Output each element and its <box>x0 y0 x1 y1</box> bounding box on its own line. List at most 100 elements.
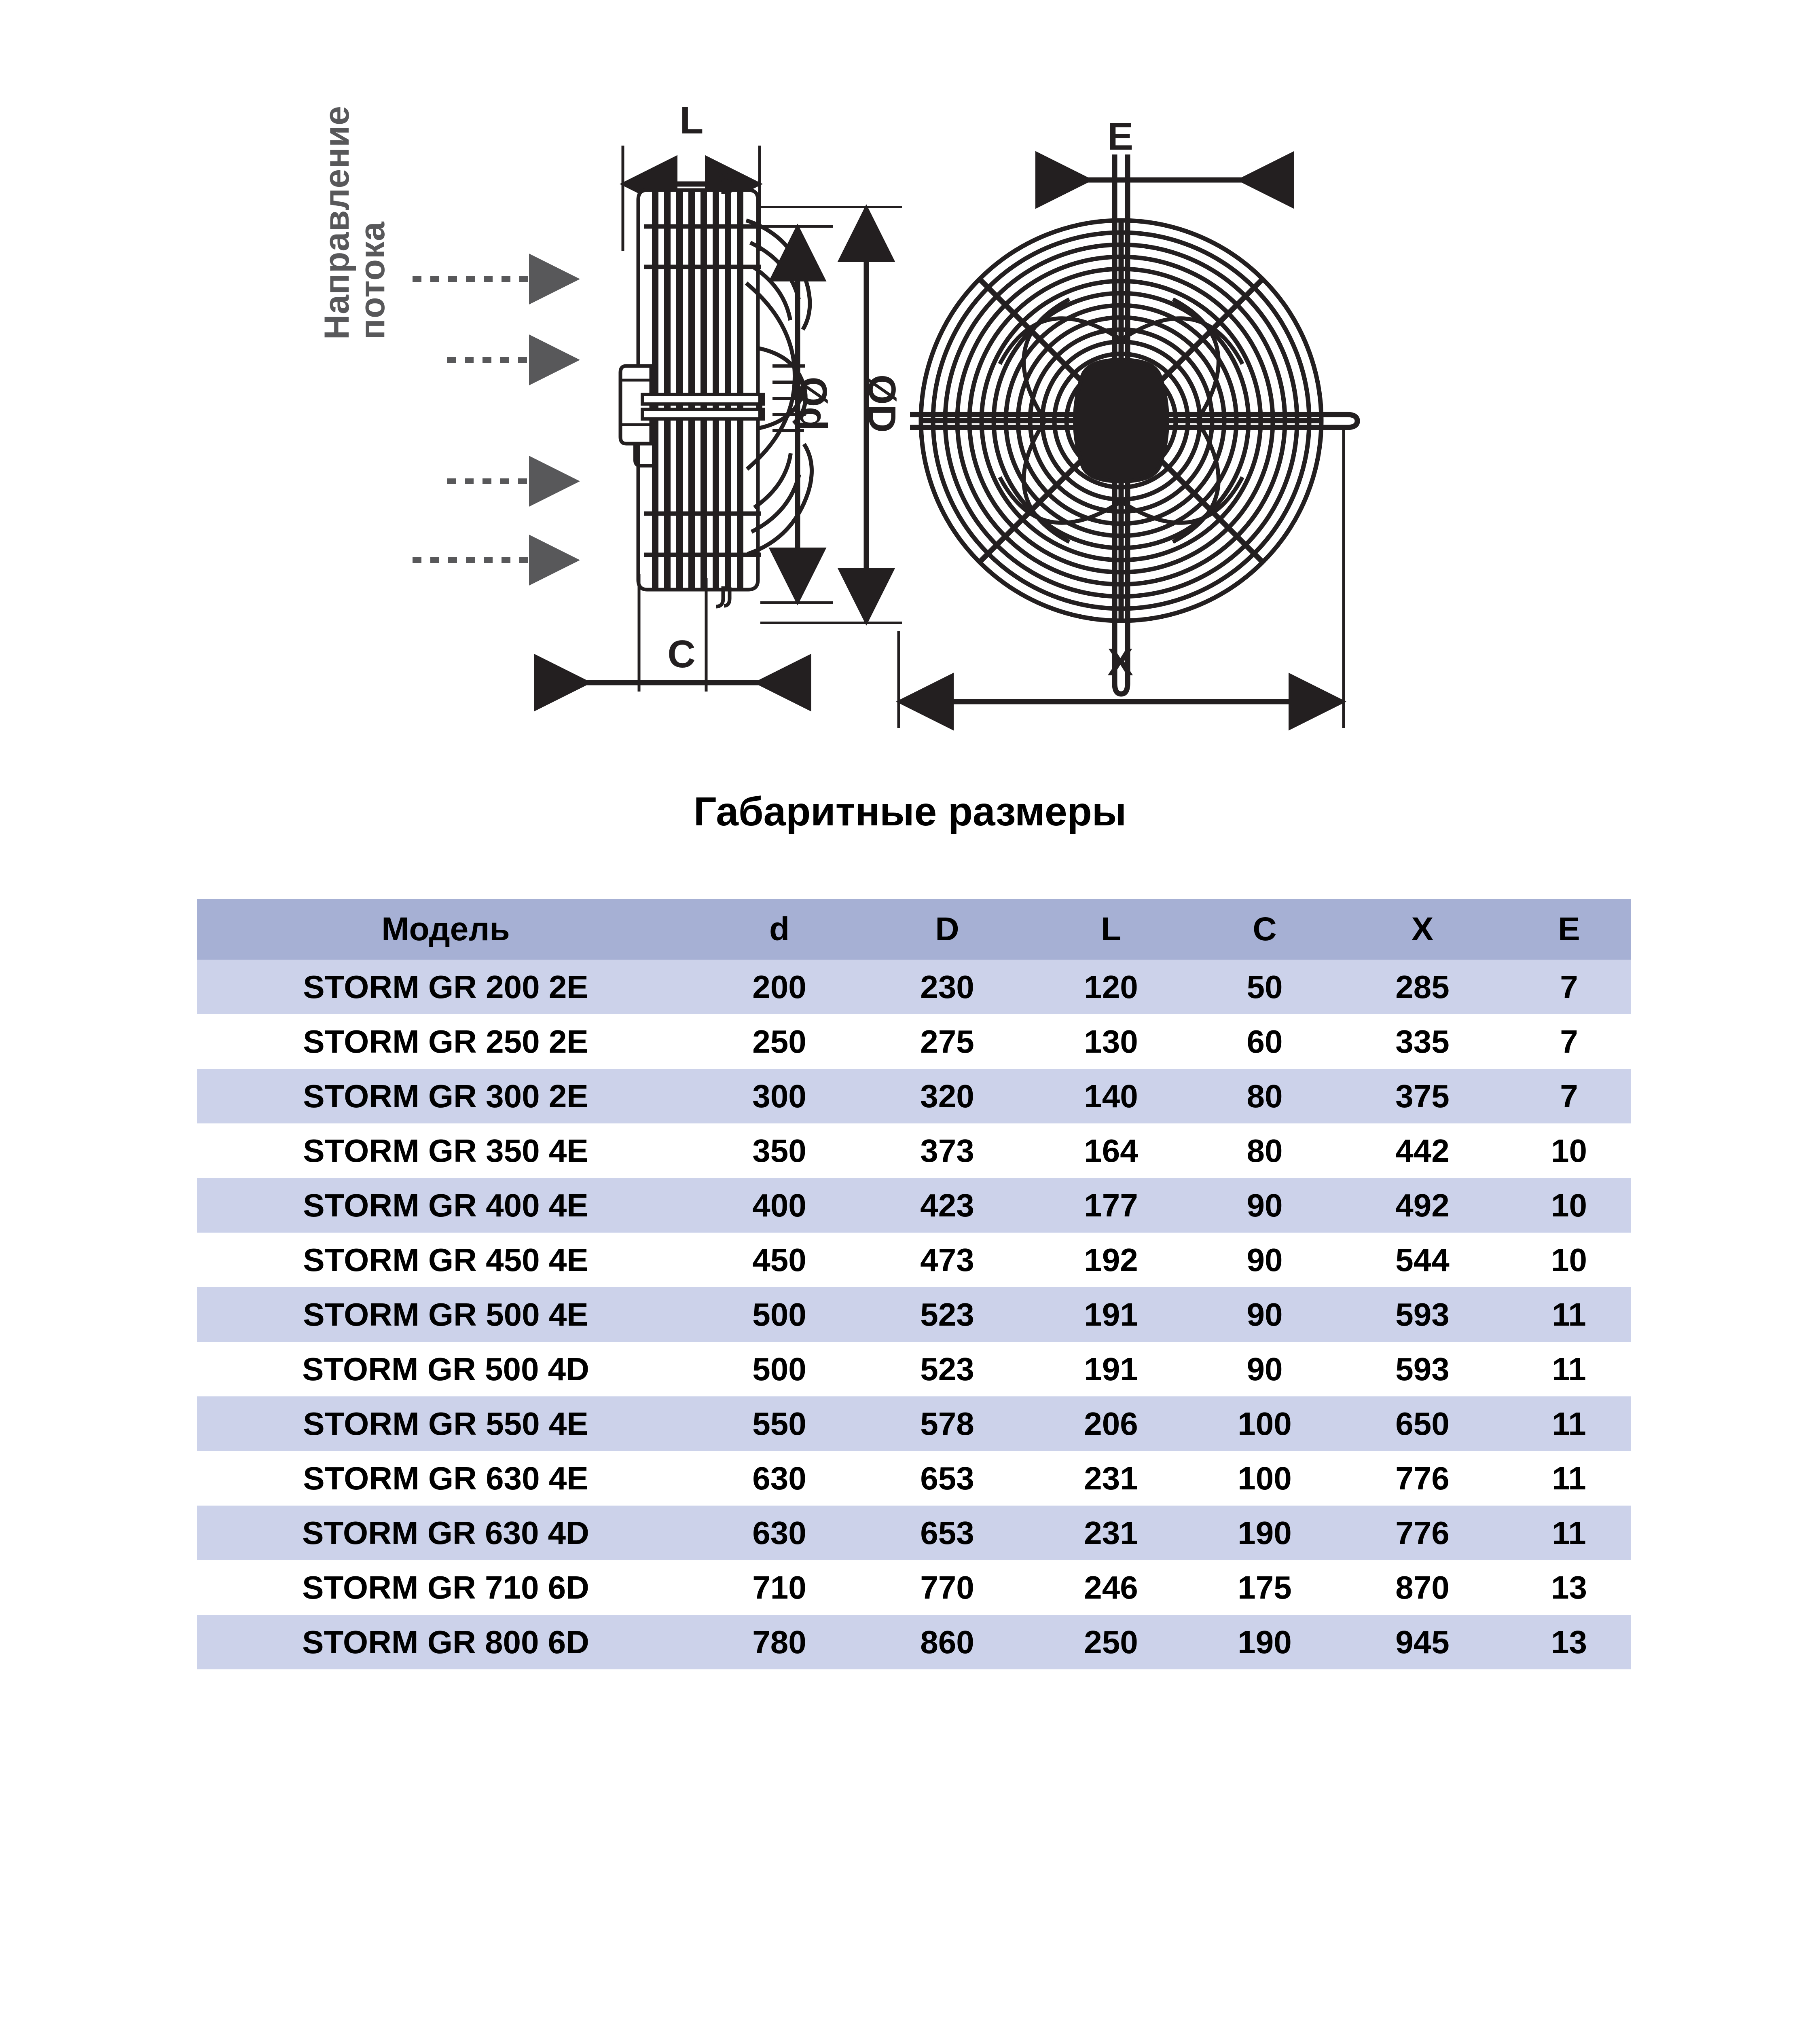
page-title: Габаритные размеры <box>693 789 1127 834</box>
cell-L: 140 <box>1030 1069 1192 1123</box>
cell-d: 200 <box>694 960 864 1014</box>
cell-d: 250 <box>694 1014 864 1069</box>
dimension-label-D: ØD <box>860 374 904 433</box>
fan-hub <box>1073 357 1170 484</box>
cell-d: 350 <box>694 1123 864 1178</box>
cell-D: 473 <box>864 1233 1030 1287</box>
cell-X: 285 <box>1337 960 1507 1014</box>
cell-E: 10 <box>1507 1178 1631 1233</box>
cell-C: 190 <box>1192 1506 1337 1560</box>
cell-E: 7 <box>1507 1014 1631 1069</box>
cell-model: STORM GR 350 4E <box>197 1123 694 1178</box>
cell-model: STORM GR 200 2E <box>197 960 694 1014</box>
column-header-L: L <box>1030 899 1192 960</box>
cell-d: 500 <box>694 1342 864 1396</box>
cell-X: 375 <box>1337 1069 1507 1123</box>
column-header-D: D <box>864 899 1030 960</box>
cell-E: 11 <box>1507 1451 1631 1506</box>
dimension-C <box>534 574 811 712</box>
cell-model: STORM GR 500 4D <box>197 1342 694 1396</box>
cell-E: 10 <box>1507 1123 1631 1178</box>
table-row: STORM GR 250 2E 250 275 130 60 335 7 <box>197 1014 1631 1069</box>
column-header-C: C <box>1192 899 1337 960</box>
cell-L: 250 <box>1030 1615 1192 1669</box>
cell-D: 230 <box>864 960 1030 1014</box>
table-row: STORM GR 500 4E 500 523 191 90 593 11 <box>197 1287 1631 1342</box>
cell-L: 164 <box>1030 1123 1192 1178</box>
fan-dimension-drawing <box>413 146 1360 731</box>
cell-X: 776 <box>1337 1451 1507 1506</box>
table-row: STORM GR 300 2E 300 320 140 80 375 7 <box>197 1069 1631 1123</box>
cell-model: STORM GR 400 4E <box>197 1178 694 1233</box>
cell-E: 11 <box>1507 1396 1631 1451</box>
cell-L: 231 <box>1030 1451 1192 1506</box>
cell-L: 231 <box>1030 1506 1192 1560</box>
cell-model: STORM GR 630 4E <box>197 1451 694 1506</box>
cell-C: 100 <box>1192 1451 1337 1506</box>
cell-C: 50 <box>1192 960 1337 1014</box>
dimension-label-C: C <box>667 632 696 676</box>
column-header-X: X <box>1337 899 1507 960</box>
dimensions-table-container: Модель d D L C X E STORM GR 200 2E 200 230… <box>197 899 1631 1669</box>
cell-d: 300 <box>694 1069 864 1123</box>
table-row: STORM GR 630 4D 630 653 231 190 776 11 <box>197 1506 1631 1560</box>
dimension-label-L: L <box>679 99 704 142</box>
cell-L: 192 <box>1030 1233 1192 1287</box>
cell-E: 13 <box>1507 1615 1631 1669</box>
cell-C: 100 <box>1192 1396 1337 1451</box>
cell-d: 780 <box>694 1615 864 1669</box>
cell-model: STORM GR 500 4E <box>197 1287 694 1342</box>
fan-housing <box>636 188 761 592</box>
table-row: STORM GR 800 6D 780 860 250 190 945 13 <box>197 1615 1631 1669</box>
column-header-model: Модель <box>197 899 694 960</box>
cell-model: STORM GR 800 6D <box>197 1615 694 1669</box>
cell-L: 130 <box>1030 1014 1192 1069</box>
cell-model: STORM GR 710 6D <box>197 1560 694 1615</box>
column-header-E: E <box>1507 899 1631 960</box>
cell-C: 175 <box>1192 1560 1337 1615</box>
cell-C: 90 <box>1192 1342 1337 1396</box>
cell-model: STORM GR 250 2E <box>197 1014 694 1069</box>
cell-X: 442 <box>1337 1123 1507 1178</box>
dimension-label-d: Ød <box>791 376 835 431</box>
cell-X: 650 <box>1337 1396 1507 1451</box>
cell-L: 191 <box>1030 1342 1192 1396</box>
cell-E: 11 <box>1507 1287 1631 1342</box>
cell-d: 450 <box>694 1233 864 1287</box>
side-view <box>534 146 902 712</box>
table-row: STORM GR 450 4E 450 473 192 90 544 10 <box>197 1233 1631 1287</box>
table-body: STORM GR 200 2E 200 230 120 50 285 7 STORM GR 2… <box>197 960 1631 1669</box>
cell-D: 373 <box>864 1123 1030 1178</box>
dimensions-table: Модель d D L C X E STORM GR 200 2E 200 230… <box>197 899 1631 1669</box>
table-row: STORM GR 500 4D 500 523 191 90 593 11 <box>197 1342 1631 1396</box>
cell-C: 90 <box>1192 1178 1337 1233</box>
cell-X: 776 <box>1337 1506 1507 1560</box>
cell-d: 630 <box>694 1451 864 1506</box>
table-row: STORM GR 400 4E 400 423 177 90 492 10 <box>197 1178 1631 1233</box>
cell-X: 870 <box>1337 1560 1507 1615</box>
cell-D: 523 <box>864 1287 1030 1342</box>
cell-L: 177 <box>1030 1178 1192 1233</box>
cell-D: 320 <box>864 1069 1030 1123</box>
cell-model: STORM GR 300 2E <box>197 1069 694 1123</box>
cell-X: 593 <box>1337 1287 1507 1342</box>
cell-D: 770 <box>864 1560 1030 1615</box>
table-row: STORM GR 350 4E 350 373 164 80 442 10 <box>197 1123 1631 1178</box>
front-view <box>896 151 1360 731</box>
cell-C: 80 <box>1192 1123 1337 1178</box>
cell-C: 90 <box>1192 1287 1337 1342</box>
cell-L: 191 <box>1030 1287 1192 1342</box>
cell-d: 630 <box>694 1506 864 1560</box>
cell-C: 60 <box>1192 1014 1337 1069</box>
cell-D: 653 <box>864 1451 1030 1506</box>
cell-C: 90 <box>1192 1233 1337 1287</box>
motor-terminal-box <box>618 364 653 467</box>
cell-D: 578 <box>864 1396 1030 1451</box>
table-row: STORM GR 200 2E 200 230 120 50 285 7 <box>197 960 1631 1014</box>
table-row: STORM GR 550 4E 550 578 206 100 650 11 <box>197 1396 1631 1451</box>
technical-drawing: Направление потока L C Ød ØD E X <box>0 0 1820 768</box>
cell-D: 653 <box>864 1506 1030 1560</box>
cell-C: 190 <box>1192 1615 1337 1669</box>
cell-X: 492 <box>1337 1178 1507 1233</box>
cell-d: 400 <box>694 1178 864 1233</box>
